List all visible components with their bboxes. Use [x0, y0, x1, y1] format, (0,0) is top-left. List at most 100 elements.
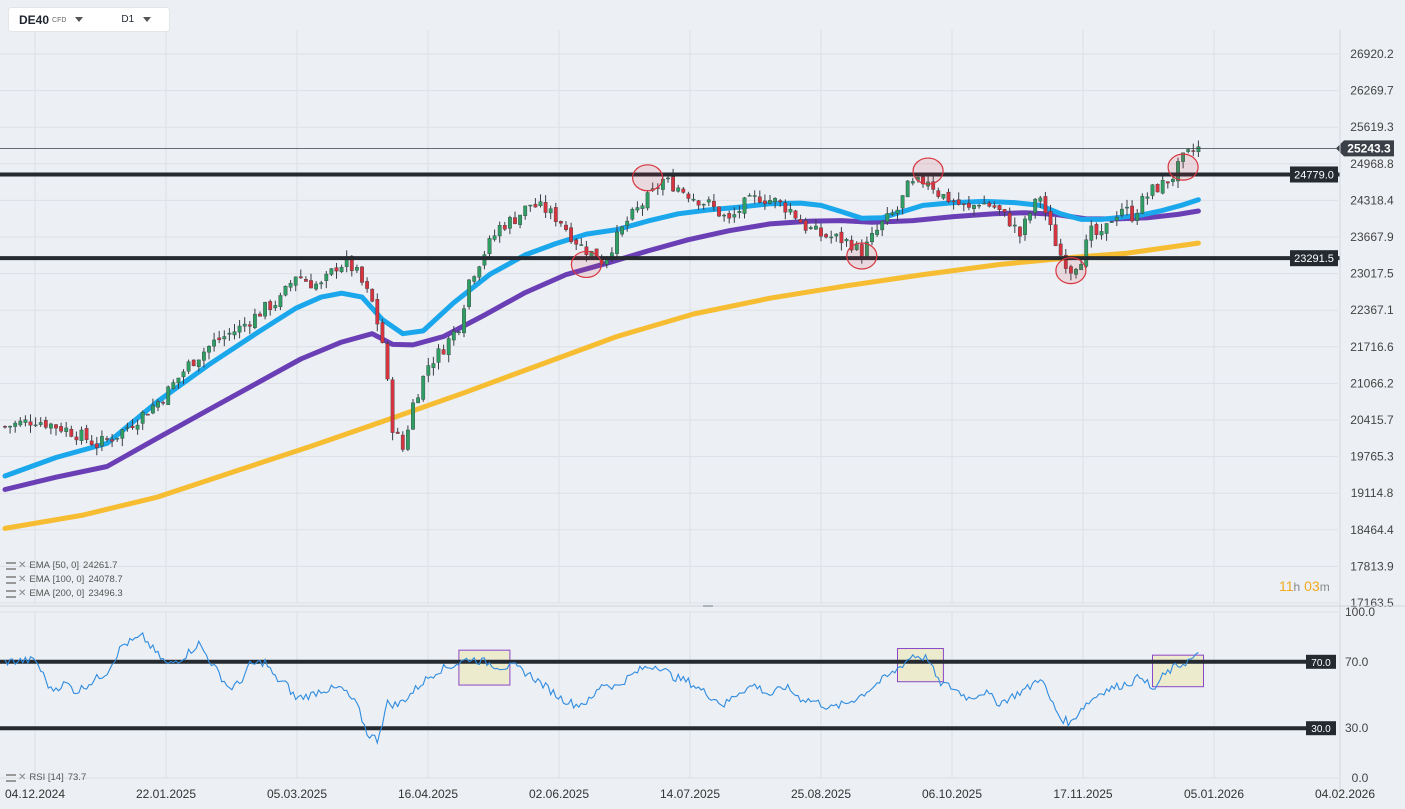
candle-body	[645, 192, 650, 209]
symbol-toolbar[interactable]: DE40 CFD D1	[9, 8, 169, 31]
candle-body	[385, 343, 390, 380]
rsi-tick-label: 30.0	[1345, 721, 1369, 735]
candle-body	[936, 190, 941, 197]
candle-body	[1002, 209, 1007, 213]
close-icon[interactable]: ✕	[18, 560, 27, 571]
candle-body	[94, 443, 99, 448]
rsi-level-label: 70.0	[1311, 658, 1331, 669]
level-label-bg	[1290, 166, 1338, 183]
candle-body	[400, 434, 405, 450]
candle-body	[278, 295, 283, 307]
candle-body	[508, 217, 512, 229]
chevron-down-icon[interactable]	[143, 17, 152, 22]
candle-body	[1135, 213, 1140, 221]
candle-body	[477, 266, 482, 278]
candle-body	[309, 280, 313, 289]
candle-body	[671, 176, 676, 192]
rsi-level-label-bg	[1306, 721, 1336, 736]
legend-rsi[interactable]: ✕ RSI [14] 73.7	[6, 772, 86, 783]
rsi-panel: 70.0 30.0	[0, 632, 1336, 746]
candle-body	[457, 331, 461, 334]
candle-body	[334, 267, 339, 272]
candle-body	[99, 436, 104, 447]
candle-body	[1196, 146, 1201, 153]
candle-body	[242, 323, 247, 327]
candle-body	[201, 351, 206, 361]
x-tick-label: 25.08.2025	[791, 787, 851, 801]
x-tick-label: 16.04.2025	[398, 787, 458, 801]
candle-body	[1028, 213, 1033, 221]
settings-icon[interactable]	[6, 561, 16, 570]
timeframe-selector[interactable]: D1	[121, 14, 135, 25]
candle-body	[207, 346, 211, 353]
last-price-tag	[1336, 140, 1394, 157]
close-icon[interactable]: ✕	[18, 574, 27, 585]
candle-body	[467, 279, 471, 307]
price-tick-label: 23017.5	[1350, 267, 1394, 281]
candle-body	[788, 208, 793, 213]
legend-ema50[interactable]: ✕ EMA [50, 0] 24261.7	[6, 560, 117, 571]
candle-body	[793, 210, 798, 219]
candle-body	[140, 411, 145, 424]
candle-body	[222, 336, 227, 340]
last-price-label: 25243.3	[1347, 141, 1391, 155]
level-label: 23291.5	[1294, 253, 1334, 265]
candle-body	[38, 422, 43, 425]
settings-icon[interactable]	[6, 575, 16, 584]
price-tick-label: 19114.8	[1351, 486, 1394, 500]
chevron-down-icon[interactable]	[75, 17, 84, 22]
candle-body	[247, 324, 252, 327]
rsi-level-label-bg	[1306, 654, 1336, 669]
candle-body	[737, 211, 742, 214]
candle-body	[1186, 149, 1191, 152]
candle-body	[181, 371, 186, 378]
legend-ema100[interactable]: ✕ EMA [100, 0] 24078.7	[6, 574, 123, 585]
candle-body	[1130, 205, 1135, 222]
candle-body	[803, 220, 808, 231]
candle-body	[1176, 161, 1180, 182]
candle-body	[982, 202, 987, 205]
candle-body	[885, 213, 890, 222]
candle-body	[528, 204, 533, 207]
candle-body	[538, 201, 543, 206]
candle-body	[1094, 224, 1099, 235]
candle-body	[951, 200, 956, 202]
candle-body	[569, 227, 574, 243]
candle-body	[676, 187, 681, 192]
candle-body	[691, 198, 696, 201]
candle-body	[186, 361, 191, 372]
close-icon[interactable]: ✕	[18, 772, 27, 783]
candle-body	[1074, 268, 1078, 275]
candle-body	[64, 427, 69, 432]
x-tick-label: 17.11.2025	[1053, 787, 1112, 801]
candle-body	[701, 203, 706, 206]
candle-body	[502, 225, 507, 230]
rsi-tick-label: 0.0	[1352, 771, 1369, 785]
close-icon[interactable]: ✕	[18, 588, 27, 599]
candle-body	[1053, 224, 1058, 247]
candle-body	[844, 239, 849, 242]
candle-body	[829, 236, 834, 239]
candle-body	[992, 205, 997, 208]
candle-body	[1068, 266, 1073, 274]
symbol-name[interactable]: DE40	[19, 12, 50, 27]
candle-body	[18, 420, 23, 426]
legend-ema200[interactable]: ✕ EMA [200, 0] 23496.3	[6, 588, 123, 599]
candle-body	[304, 279, 308, 282]
candle-body	[1033, 198, 1038, 213]
candle-body	[900, 195, 905, 209]
candle-body	[615, 231, 619, 254]
candle-body	[946, 191, 951, 202]
candle-body	[283, 285, 288, 296]
settings-icon[interactable]	[6, 773, 16, 782]
settings-icon[interactable]	[6, 589, 16, 598]
candle-body	[696, 200, 701, 206]
candle-body	[79, 429, 84, 441]
candle-body	[1079, 264, 1084, 271]
candle-body	[69, 428, 74, 437]
candle-body	[1099, 231, 1104, 236]
candle-body	[630, 208, 635, 220]
candle-body	[666, 177, 670, 180]
candle-body	[487, 238, 492, 255]
price-tick-label: 26920.2	[1350, 47, 1394, 61]
